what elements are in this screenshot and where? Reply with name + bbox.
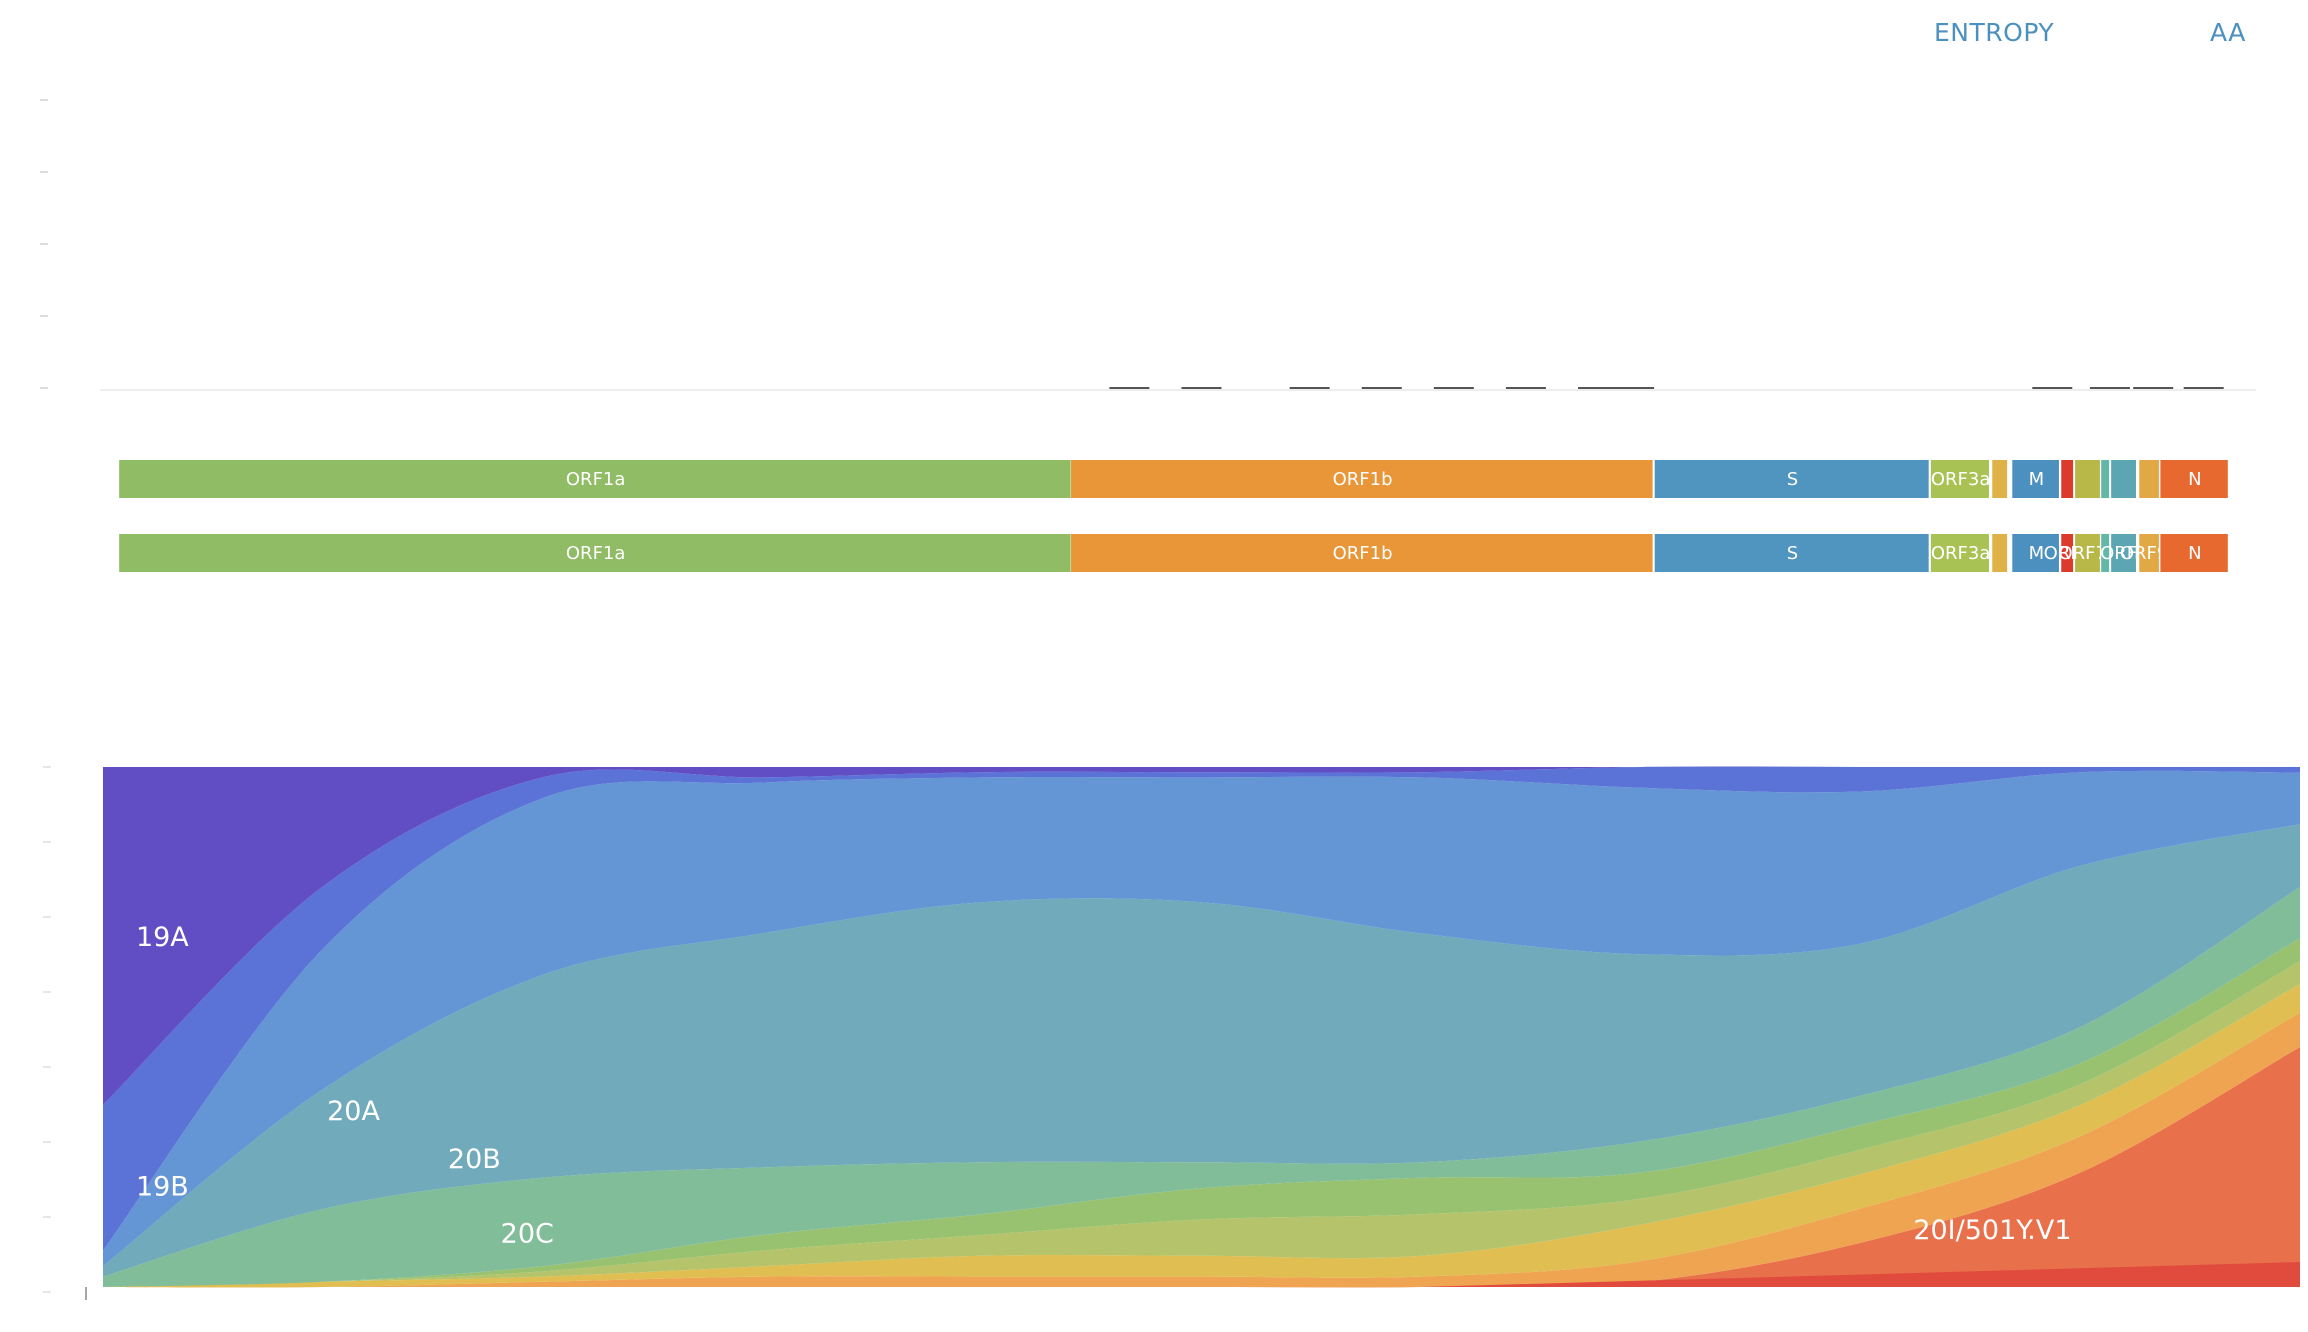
stream-band-4[interactable] [103,938,2300,1287]
gene-orf8[interactable] [2111,534,2136,572]
gene-label-n: N [2188,543,2201,564]
stream-band-3[interactable] [103,961,2300,1287]
stream-label-0: 19A [136,922,189,953]
gene-label-orf8: ORF8 [2100,543,2148,564]
gene-s[interactable] [1654,460,1929,498]
stream-label-5: 20I/501Y.V1 [1913,1215,2071,1246]
gene-orf1b[interactable] [1071,460,1653,498]
gene-orf3a[interactable] [1930,460,1989,498]
gene-label-orf1b: ORF1b [1333,469,1393,490]
stream-band-extra[interactable] [1421,1262,2300,1287]
gene-label-s: S [1787,469,1798,490]
stream-label-1: 19B [136,1172,189,1203]
stream-band-5[interactable] [103,887,2300,1287]
gene-label-orf3a: ORF3a [1931,469,1991,490]
stream-band-6[interactable] [103,824,2300,1277]
gene-label-orf1a: ORF1a [566,543,626,564]
gene-orf8[interactable] [2111,460,2136,498]
gene-label-s: S [1787,543,1798,564]
gene-orf9b[interactable] [2139,460,2159,498]
gene-m[interactable] [2012,460,2059,498]
gene-orf7a[interactable] [2075,534,2100,572]
stream-band-2[interactable] [103,984,2300,1288]
gene-orf6[interactable] [2061,534,2074,572]
gene-label-n: N [2188,469,2201,490]
gene-orf1a[interactable] [119,460,1071,498]
gene-e[interactable] [1992,460,2008,498]
stream-band-0[interactable] [103,1047,2300,1288]
gene-map-top[interactable]: ORF1a ORF1b S ORF3a M N [119,460,2228,498]
stream-label-2: 20A [327,1096,380,1127]
gene-orf6[interactable] [2061,460,2074,498]
gene-orf1a[interactable] [119,534,1071,572]
gene-label-orf3a: ORF3a [1931,543,1991,564]
gene-orf7a[interactable] [2075,460,2100,498]
gene-m[interactable] [2012,534,2059,572]
gene-orf9b[interactable] [2139,534,2159,572]
top-controls: ENTROPY AA [0,0,2308,70]
gene-e[interactable] [1992,534,2008,572]
stream-band-7[interactable] [103,770,2300,1267]
entropy-toggle[interactable]: ENTROPY [1934,18,2055,47]
gene-orf7b[interactable] [2101,460,2110,498]
gene-orf3a[interactable] [1930,534,1989,572]
gene-orf7b[interactable] [2101,534,2110,572]
stream-label-3: 20B [448,1144,501,1175]
gene-n[interactable] [2160,460,2228,498]
aa-toggle[interactable]: AA [2210,18,2246,47]
gene-label-orf1a: ORF1a [566,469,626,490]
gene-label-orf1b: ORF1b [1333,543,1393,564]
streamgraph-labels: 19A 19B 20A 20B 20C 20I/501Y.V1 [136,922,2072,1249]
gene-s[interactable] [1654,534,1929,572]
entropy-plot [40,99,2256,391]
frequencies-streamgraph[interactable] [43,766,2300,1300]
gene-label-m: M [2029,543,2045,564]
stream-label-4: 20C [501,1218,554,1249]
gene-n[interactable] [2160,534,2228,572]
gene-label-m: M [2029,469,2045,490]
gene-orf1b[interactable] [1071,534,1653,572]
stream-band-9[interactable] [103,766,2300,1105]
